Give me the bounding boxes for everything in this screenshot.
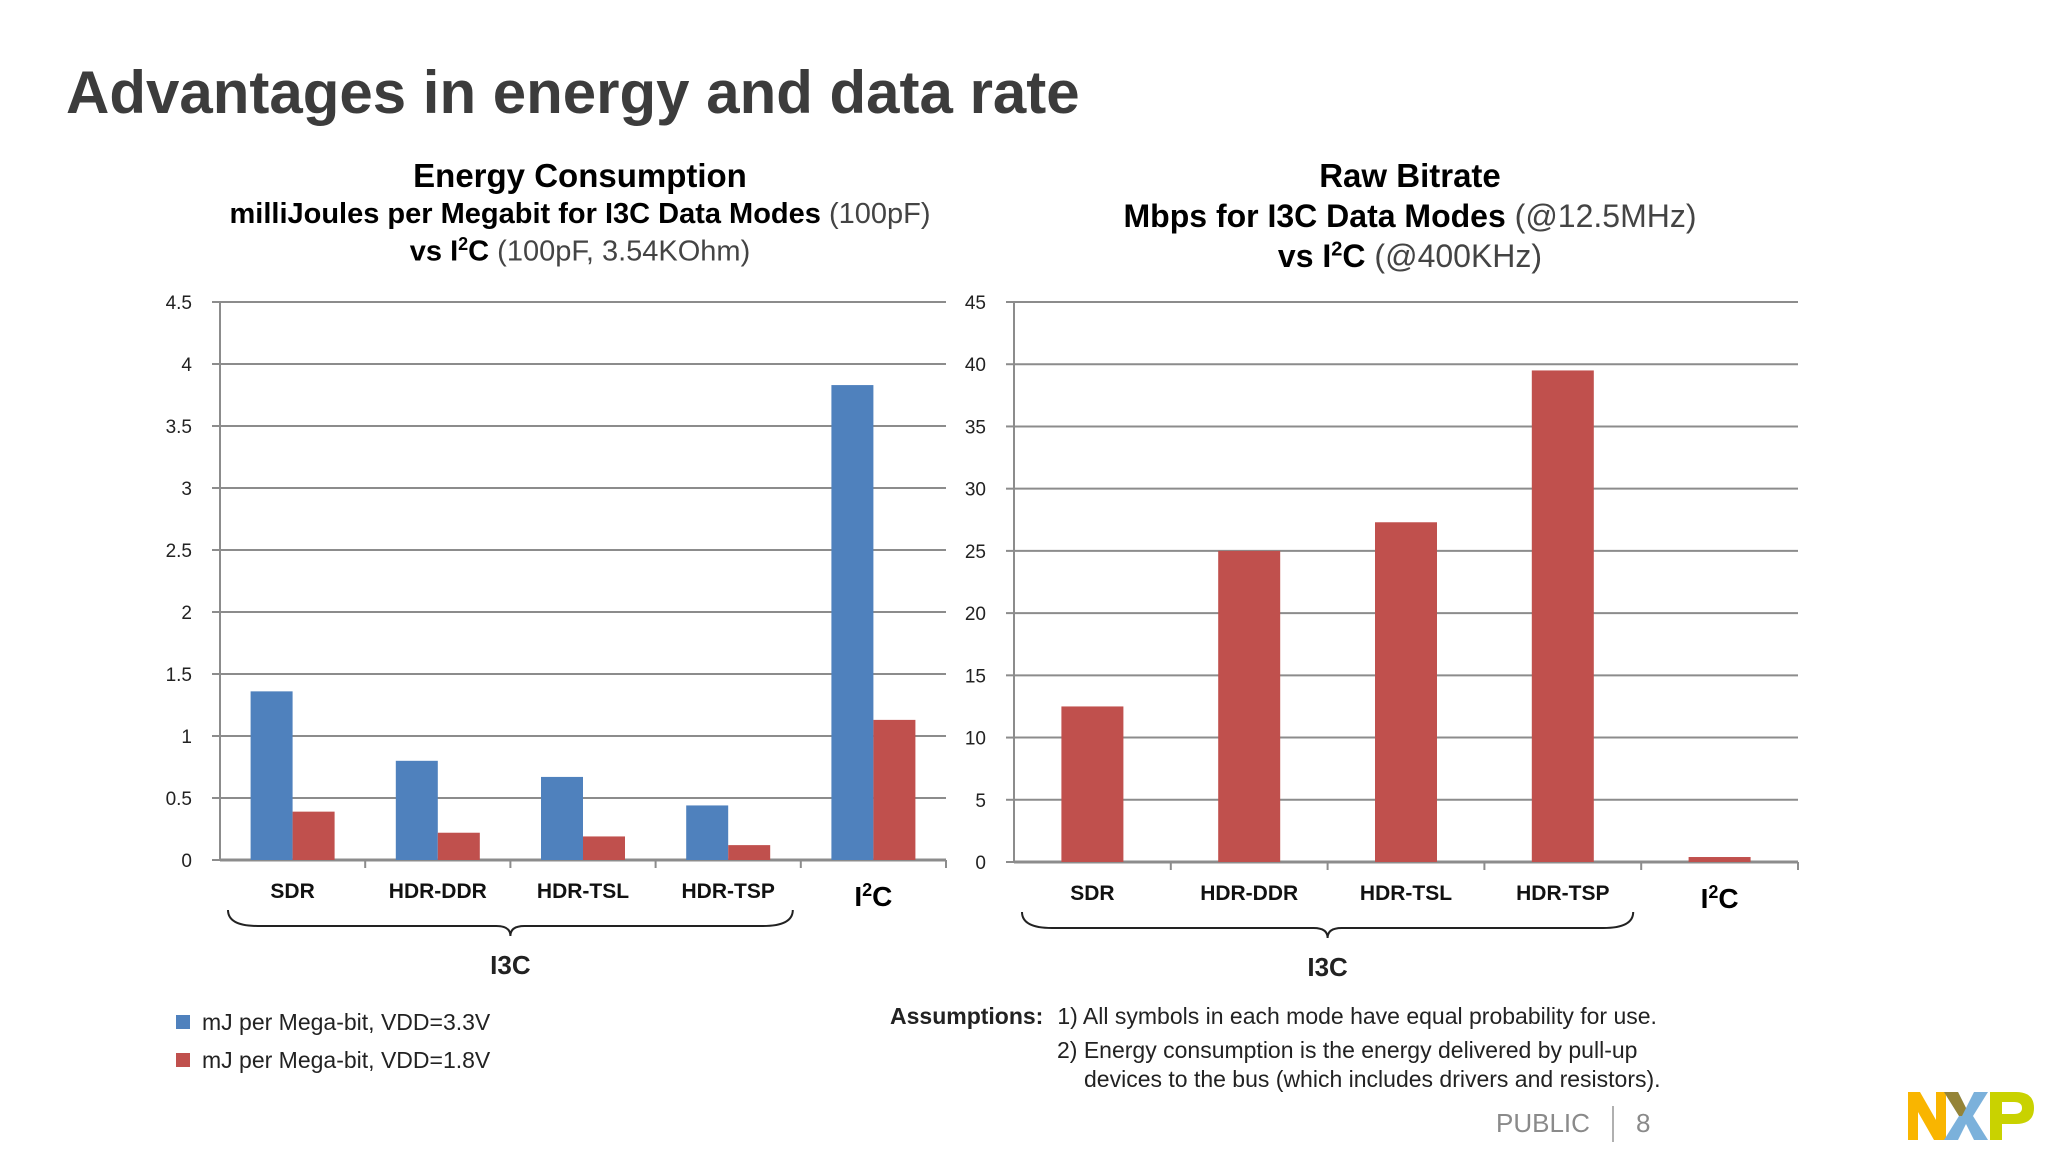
assumption-2b: devices to the bus (which includes drive… — [1084, 1066, 1661, 1092]
energy-subtitle2-sup: 2 — [458, 233, 469, 254]
bitrate-ytick-label: 20 — [965, 604, 986, 625]
assumption-1: 1) All symbols in each mode have equal p… — [1057, 1003, 1657, 1029]
bitrate-subtitle2-bold-post: C — [1342, 238, 1366, 275]
energy-ytick-label: 3.5 — [166, 417, 192, 438]
page-number: 8 — [1636, 1108, 1651, 1138]
bitrate-ytick-label: 35 — [965, 417, 986, 438]
bitrate-subtitle2-sup: 2 — [1331, 238, 1343, 261]
bitrate-chart-title: Raw Bitrate — [1319, 157, 1501, 194]
energy-ytick-label: 0 — [181, 851, 192, 872]
legend-item-vdd33: mJ per Mega-bit, VDD=3.3V — [176, 1003, 490, 1041]
energy-chart-subtitle2: vs I2C (100pF, 3.54KOhm) — [160, 233, 1000, 270]
energy-subtitle2-bold-pre: vs I — [409, 235, 459, 268]
bitrate-group-label: I3C — [1307, 952, 1348, 982]
bitrate-subtitle-regular: (@12.5MHz) — [1514, 198, 1697, 235]
bitrate-bar — [1375, 522, 1437, 862]
energy-bar — [873, 719, 916, 860]
energy-group-label: I3C — [490, 950, 531, 980]
bitrate-chart-subtitle2: vs I2C (@400KHz) — [1000, 236, 1820, 276]
energy-category-label: SDR — [270, 880, 314, 903]
energy-bar — [395, 760, 438, 860]
bitrate-ytick-label: 40 — [965, 355, 986, 376]
bitrate-chart-subtitle: Mbps for I3C Data Modes (@12.5MHz) — [1000, 196, 1820, 236]
energy-legend: mJ per Mega-bit, VDD=3.3V mJ per Mega-bi… — [176, 1003, 490, 1079]
energy-chart-subtitle: milliJoules per Megabit for I3C Data Mod… — [160, 196, 1000, 232]
footer-divider — [1612, 1106, 1614, 1142]
energy-bar — [583, 836, 625, 860]
bitrate-bar — [1688, 857, 1751, 862]
bitrate-chart-heading: Raw Bitrate Mbps for I3C Data Modes (@12… — [1000, 155, 1820, 276]
assumptions-label: Assumptions: — [890, 1003, 1044, 1029]
bitrate-subtitle2-regular: (@400KHz) — [1374, 238, 1543, 275]
energy-ytick-label: 4 — [181, 355, 192, 376]
energy-bar — [292, 811, 335, 860]
energy-subtitle2-bold-post: C — [468, 235, 490, 268]
legend-item-vdd18: mJ per Mega-bit, VDD=1.8V — [176, 1041, 490, 1079]
bitrate-category-label: HDR-TSL — [1360, 882, 1452, 905]
bitrate-ytick-label: 0 — [975, 853, 986, 874]
bitrate-subtitle-bold: Mbps for I3C Data Modes — [1123, 198, 1506, 235]
energy-ytick-label: 3 — [181, 479, 192, 500]
energy-category-label: HDR-TSP — [682, 880, 775, 903]
bitrate-bar — [1061, 706, 1124, 862]
energy-ytick-label: 0.5 — [166, 789, 192, 810]
bitrate-ytick-label: 25 — [965, 542, 986, 563]
legend-label-vdd18: mJ per Mega-bit, VDD=1.8V — [202, 1046, 491, 1073]
bitrate-category-label: SDR — [1070, 882, 1114, 905]
bitrate-category-label: HDR-TSP — [1516, 882, 1609, 905]
energy-bar — [686, 805, 729, 860]
bitrate-i3c-brace — [1021, 911, 1635, 939]
bitrate-ytick-label: 30 — [965, 480, 986, 501]
energy-bar — [541, 776, 583, 860]
energy-subtitle-regular: (100pF) — [828, 198, 931, 231]
bitrate-category-label: HDR-DDR — [1200, 882, 1298, 905]
bitrate-chart: 0 5 10 15 20 25 30 35 40 45 SDR HDR-DDR HDR-TSL HDR-T… — [965, 293, 1799, 982]
nxp-logo — [1908, 1092, 2034, 1140]
energy-category-label: HDR-DDR — [389, 880, 487, 903]
energy-ytick-label: 1 — [181, 727, 192, 748]
bitrate-subtitle2-bold-pre: vs I — [1277, 238, 1332, 275]
energy-subtitle-bold: milliJoules per Megabit for I3C Data Mod… — [229, 198, 821, 231]
energy-category-label: HDR-TSL — [537, 880, 629, 903]
bitrate-ytick-label: 15 — [965, 666, 986, 687]
energy-bar — [250, 691, 293, 860]
energy-chart-heading: Energy Consumption milliJoules per Megab… — [160, 155, 1000, 269]
energy-bar — [728, 845, 771, 860]
energy-ytick-label: 2 — [181, 603, 192, 624]
bitrate-i2c-label: I2C — [1701, 882, 1739, 914]
energy-i3c-brace — [227, 909, 794, 937]
assumptions: Assumptions: 1) All symbols in each mode … — [890, 1002, 1661, 1094]
legend-label-vdd33: mJ per Mega-bit, VDD=3.3V — [202, 1008, 491, 1035]
energy-bar — [437, 832, 480, 860]
legend-swatch-blue — [176, 1015, 190, 1029]
assumption-2a: 2) Energy consumption is the energy deli… — [1057, 1037, 1638, 1063]
energy-subtitle2-regular: (100pF, 3.54KOhm) — [497, 235, 751, 268]
bitrate-ytick-label: 5 — [975, 791, 986, 812]
footer-public-label: PUBLIC — [1496, 1108, 1590, 1138]
energy-ytick-label: 1.5 — [166, 665, 192, 686]
energy-i2c-label: I2C — [854, 880, 892, 912]
energy-chart-title: Energy Consumption — [413, 157, 747, 194]
legend-swatch-red — [176, 1053, 190, 1067]
bitrate-bar — [1531, 370, 1594, 862]
energy-chart: 0 0.5 1 1.5 2 2.5 3 3.5 4 4.5 SDR HDR-DDR HDR-TSL HDR… — [166, 293, 947, 980]
bitrate-bar — [1218, 550, 1281, 862]
bitrate-ytick-label: 10 — [965, 729, 986, 750]
energy-ytick-label: 2.5 — [166, 541, 192, 562]
bitrate-ytick-label: 45 — [965, 293, 986, 314]
energy-ytick-label: 4.5 — [166, 293, 192, 314]
slide-title: Advantages in energy and data rate — [66, 59, 1080, 126]
energy-bar — [831, 385, 874, 860]
